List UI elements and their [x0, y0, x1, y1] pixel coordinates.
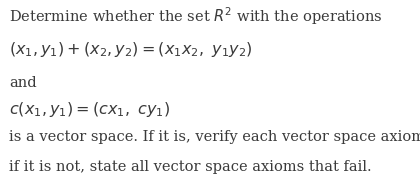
- Text: $(x_1, y_1) + (x_2, y_2) = (x_1x_2,\ y_1y_2)$: $(x_1, y_1) + (x_2, y_2) = (x_1x_2,\ y_1…: [9, 40, 253, 59]
- Text: is a vector space. If it is, verify each vector space axiom;: is a vector space. If it is, verify each…: [9, 130, 420, 144]
- Text: and: and: [9, 76, 37, 90]
- Text: if it is not, state all vector space axioms that fail.: if it is not, state all vector space axi…: [9, 160, 372, 174]
- Text: $c(x_1, y_1) = (cx_1,\ cy_1)$: $c(x_1, y_1) = (cx_1,\ cy_1)$: [9, 100, 171, 119]
- Text: Determine whether the set $R^2$ with the operations: Determine whether the set $R^2$ with the…: [9, 5, 383, 27]
